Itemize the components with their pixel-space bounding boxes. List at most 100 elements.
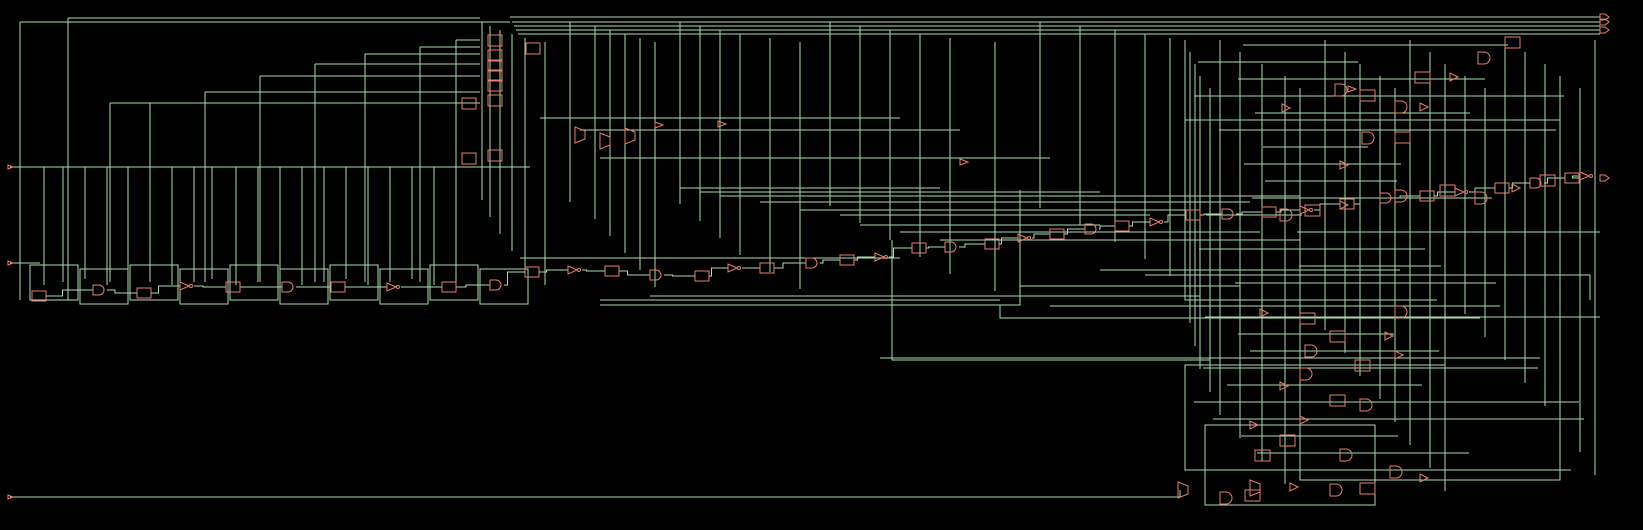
net-wire: [619, 270, 650, 276]
buffer-cell: [727, 263, 739, 273]
net-wire: [891, 240, 1210, 361]
mux-cell: [599, 132, 611, 150]
logic-cells: [31, 34, 1593, 505]
net-wire: [1099, 225, 1115, 230]
register-cell: [839, 254, 855, 266]
net-wire: [329, 264, 379, 301]
register-cell: [461, 97, 477, 110]
register-cell: [525, 42, 541, 55]
register-cell: [136, 287, 152, 299]
register-cell: [1359, 89, 1376, 102]
buffer-cell: [874, 252, 886, 262]
buffer-cell: [1394, 350, 1405, 360]
register-cell: [759, 262, 775, 274]
register-cell: [225, 281, 241, 293]
and-gate: [1529, 177, 1542, 189]
net-wire: [1184, 364, 1446, 471]
buffer-cell: [717, 120, 728, 128]
and-gate: [1477, 51, 1491, 65]
net-wire: [279, 268, 329, 305]
register-cell: [1279, 434, 1296, 447]
inverter-bubble: [1589, 174, 1593, 178]
register-cell: [487, 149, 503, 162]
register-cell: [1394, 131, 1411, 144]
net-wire: [889, 247, 912, 258]
register-cell: [1244, 489, 1261, 502]
buffer-cell: [1279, 381, 1290, 391]
and-gate: [1379, 192, 1392, 204]
and-gate: [1299, 367, 1313, 381]
net-wire: [999, 305, 1480, 319]
register-cell: [487, 49, 503, 62]
mux-cell: [574, 126, 586, 144]
and-gate: [1339, 448, 1353, 462]
register-cell: [487, 69, 503, 82]
register-cell: [441, 281, 457, 293]
and-gate: [281, 281, 294, 293]
buffer-cell: [1347, 85, 1358, 93]
and-gate: [1304, 344, 1318, 358]
buffer-cell: [1419, 473, 1430, 483]
net-wire: [1276, 209, 1300, 213]
register-cell: [1261, 206, 1277, 218]
mux-cell: [624, 127, 636, 145]
net-wire: [582, 269, 605, 272]
and-gate: [489, 279, 502, 291]
inverter-bubble: [1464, 190, 1468, 194]
net-wire: [774, 262, 806, 269]
inverter-bubble: [737, 266, 741, 270]
register-cell: [487, 94, 503, 107]
net-wire: [1184, 119, 1326, 301]
net-wire: [504, 271, 525, 286]
buffer-cell: [1511, 183, 1522, 193]
net-wire: [429, 264, 479, 301]
inverter-bubble: [1159, 220, 1163, 224]
buffer-cell: [1419, 102, 1430, 112]
register-cell: [911, 242, 927, 254]
buffer-cell: [1384, 331, 1395, 341]
net-wire: [229, 264, 279, 301]
buffer-cell: [959, 158, 970, 166]
inverter-bubble: [396, 285, 400, 289]
net-wire: [664, 274, 695, 277]
net-wire: [1572, 175, 1580, 179]
register-cell: [1504, 36, 1521, 49]
buffer-cell: [1579, 171, 1591, 181]
io-ports: [7, 13, 1610, 500]
net-wire: [539, 269, 568, 273]
and-gate: [1221, 208, 1234, 220]
register-cell: [1329, 330, 1346, 343]
net-wire: [959, 243, 985, 248]
inverter-bubble: [1309, 208, 1313, 212]
buffer-cell: [1339, 160, 1350, 170]
net-wire: [194, 285, 226, 288]
and-gate: [1334, 83, 1348, 97]
net-wire: [79, 268, 129, 305]
and-gate: [1359, 398, 1373, 412]
and-gate: [805, 257, 818, 269]
register-cell: [487, 59, 503, 72]
inverter-bubble: [884, 255, 888, 259]
net-wire: [479, 268, 529, 305]
and-gate: [1389, 465, 1403, 479]
net-wire: [820, 259, 840, 264]
register-cell: [524, 266, 540, 278]
and-gate: [649, 269, 662, 281]
net-wire: [1032, 233, 1050, 239]
net-wire: [1204, 424, 1376, 506]
register-cell: [461, 152, 477, 165]
inverter-bubble: [577, 268, 581, 272]
net-wire: [107, 289, 137, 294]
buffer-cell: [1259, 308, 1270, 318]
and-gate: [1394, 305, 1408, 319]
buffer-cell: [1249, 420, 1260, 430]
register-cell: [31, 290, 47, 302]
register-cell: [1049, 228, 1065, 240]
net-wire: [1434, 191, 1455, 197]
buffer-cell: [1281, 103, 1292, 113]
and-gate: [1219, 491, 1233, 505]
register-cell: [1414, 71, 1431, 84]
buffer-cell: [179, 281, 191, 291]
net-wire: [1129, 221, 1150, 227]
